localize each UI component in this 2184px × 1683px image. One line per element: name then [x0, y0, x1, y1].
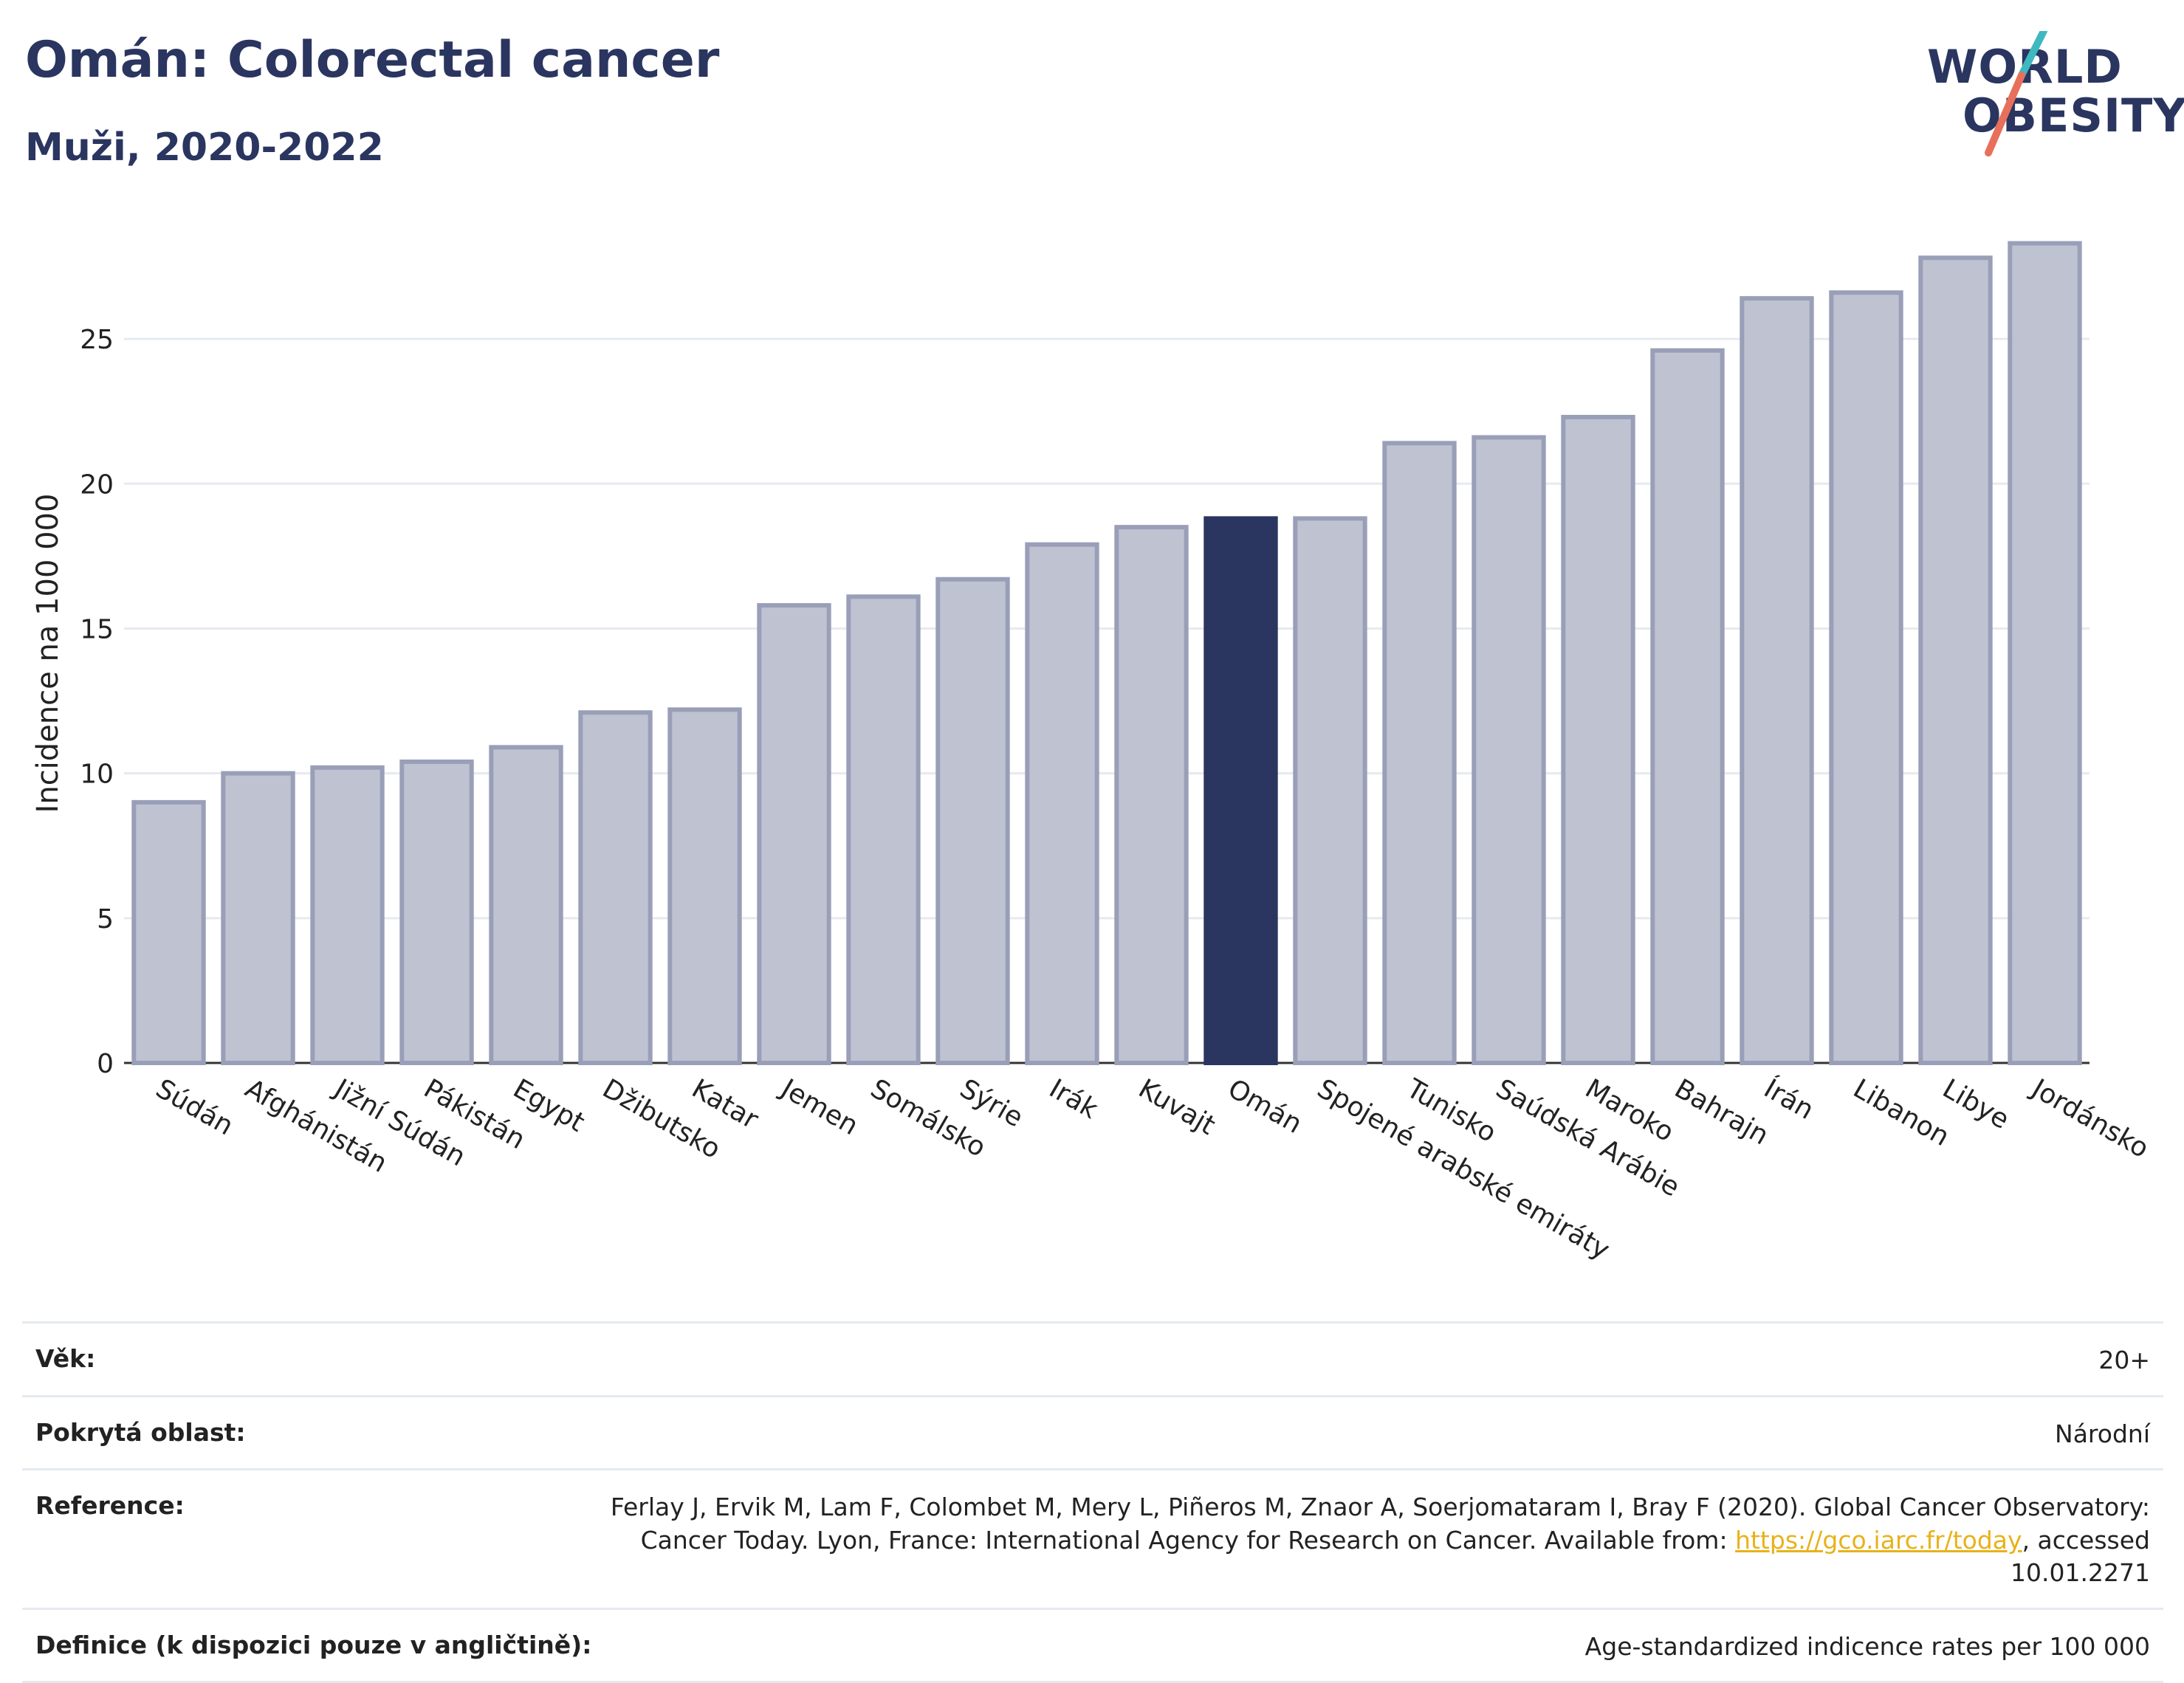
- reference-text: Ferlay J, Ervik M, Lam F, Colombet M, Me…: [610, 1493, 2150, 1555]
- x-tick-label: Jordánsko: [2025, 1073, 2154, 1164]
- x-tick-label: Súdán: [151, 1073, 238, 1141]
- meta-key: Definice (k dispozici pouze v angličtině…: [35, 1630, 592, 1659]
- bar-Jemen: [757, 603, 831, 1065]
- bar-Libye: [1918, 255, 1993, 1066]
- bar-Saúdská Arábie: [1472, 435, 1546, 1065]
- bars: [131, 241, 2082, 1066]
- reference-link[interactable]: https://gco.iarc.fr/today: [1735, 1525, 2022, 1555]
- bar-Omán: [1203, 516, 1278, 1066]
- bar-Egypt: [489, 745, 563, 1066]
- bar-Irák: [1025, 542, 1099, 1066]
- meta-key: Pokrytá oblast:: [35, 1417, 246, 1447]
- bar-Maroko: [1561, 415, 1635, 1065]
- x-tick-label: Írán: [1759, 1073, 1819, 1126]
- bar-Sýrie: [935, 577, 1010, 1065]
- bar-Jordánsko: [2008, 241, 2082, 1066]
- bar-Tunisko: [1382, 441, 1457, 1065]
- meta-row-coverage: Pokrytá oblast: Národní: [22, 1394, 2163, 1469]
- reference-accessed: , accessed 10.01.2271: [2010, 1525, 2150, 1588]
- bar-Kuvajt: [1114, 525, 1189, 1065]
- bar-Bahrajn: [1650, 348, 1725, 1065]
- bar-Írán: [1740, 296, 1814, 1066]
- meta-row-definition: Definice (k dispozici pouze v angličtině…: [22, 1607, 2163, 1683]
- page-subtitle: Muži, 2020-2022: [25, 125, 384, 170]
- y-tick-label: 15: [80, 614, 114, 644]
- meta-value: 20+: [2098, 1346, 2150, 1374]
- world-obesity-logo: WORLD OBESITY: [1918, 31, 2184, 156]
- x-tick-label: Jemen: [775, 1073, 863, 1141]
- y-tick-label: 0: [97, 1049, 114, 1079]
- meta-value: Národní: [2055, 1419, 2150, 1448]
- metadata-table: Věk: 20+ Pokrytá oblast: Národní Referen…: [22, 1321, 2163, 1683]
- x-tick-label: Bahrajn: [1669, 1073, 1773, 1151]
- meta-value: Age-standardized indicence rates per 100…: [1584, 1631, 2150, 1661]
- y-tick-label: 25: [80, 325, 114, 355]
- bar-Katar: [667, 707, 742, 1065]
- logo-slash-icon: [1985, 31, 2047, 156]
- bar-Pákistán: [399, 759, 474, 1065]
- y-tick-label: 20: [80, 469, 114, 500]
- bar-Libanon: [1829, 290, 1903, 1065]
- meta-key: Věk:: [35, 1344, 96, 1373]
- meta-row-reference: Reference: Ferlay J, Ervik M, Lam F, Col…: [22, 1468, 2163, 1608]
- x-tick-label: Libanon: [1848, 1073, 1954, 1152]
- bar-Súdán: [131, 799, 206, 1065]
- x-tick-label: Kuvajt: [1133, 1073, 1220, 1141]
- x-tick-label: Irák: [1044, 1073, 1103, 1125]
- bar-Džibutsko: [578, 710, 653, 1065]
- y-axis-title: Incidence na 100 000: [31, 494, 65, 813]
- bar-Spojené arabské emiráty: [1293, 516, 1367, 1066]
- bar-Afghánistán: [221, 771, 295, 1066]
- bar-Somálsko: [846, 594, 921, 1065]
- meta-value: Ferlay J, Ervik M, Lam F, Colombet M, Me…: [526, 1491, 2150, 1590]
- y-tick-label: 10: [80, 760, 114, 790]
- x-tick-label: Omán: [1223, 1073, 1307, 1140]
- bar-Jižní Súdán: [310, 765, 385, 1066]
- page-title: Omán: Colorectal cancer: [25, 31, 720, 89]
- y-tick-labels: 0 5 10 15 20 25: [80, 325, 114, 1079]
- y-tick-label: 5: [97, 904, 114, 935]
- meta-row-age: Věk: 20+: [22, 1321, 2163, 1395]
- meta-key: Reference:: [35, 1491, 185, 1521]
